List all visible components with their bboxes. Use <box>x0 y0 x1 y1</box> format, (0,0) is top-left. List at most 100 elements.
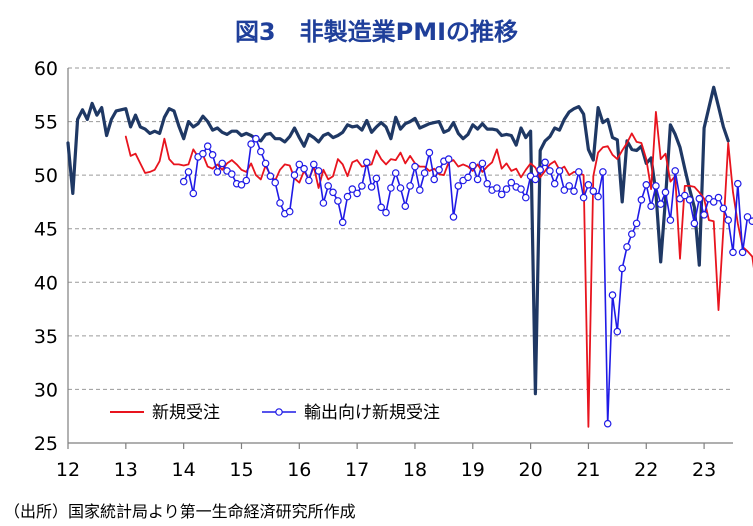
data-point <box>285 207 294 216</box>
y-tick-label: 60 <box>34 58 58 80</box>
data-point <box>444 155 453 163</box>
data-point <box>199 149 207 158</box>
data-point <box>642 181 651 189</box>
x-tick-label: 18 <box>403 459 427 481</box>
data-point <box>208 151 217 159</box>
legend-marker <box>275 408 283 416</box>
data-point <box>502 185 511 193</box>
data-point <box>603 419 612 428</box>
data-point <box>213 168 222 176</box>
data-point <box>546 167 554 175</box>
data-point <box>391 169 400 177</box>
y-tick-label: 55 <box>34 112 58 134</box>
data-point <box>420 169 429 177</box>
data-point <box>362 158 371 167</box>
data-point <box>295 160 304 169</box>
data-point <box>497 190 506 199</box>
axes: 60 55 50 45 40 35 30 25 12 13 14 15 16 17 18 19 20 21 22 23 <box>34 58 733 481</box>
data-point <box>449 213 458 221</box>
x-tick-label: 12 <box>56 459 80 481</box>
data-point <box>324 182 333 190</box>
data-point <box>738 248 747 257</box>
x-tick-label: 13 <box>114 459 138 481</box>
y-tick-label: 45 <box>34 219 58 241</box>
data-point <box>656 200 665 208</box>
y-tick-label: 30 <box>34 379 58 401</box>
data-point <box>724 216 733 224</box>
data-point <box>247 140 255 148</box>
data-point <box>314 167 323 175</box>
data-point <box>473 175 482 184</box>
data-point <box>570 187 578 196</box>
data-point <box>661 188 670 197</box>
data-point <box>334 197 342 205</box>
data-point <box>618 264 627 273</box>
data-point <box>589 187 598 196</box>
data-point <box>252 134 260 143</box>
data-point <box>608 291 617 299</box>
data-point <box>401 202 410 211</box>
data-point <box>627 230 636 238</box>
data-point <box>353 189 361 198</box>
data-point <box>637 196 646 204</box>
data-point <box>338 218 347 227</box>
data-point <box>743 213 752 221</box>
series-line-1 <box>124 111 753 428</box>
data-point <box>425 148 434 157</box>
data-point <box>623 243 631 251</box>
data-point <box>729 248 737 257</box>
data-point <box>550 179 559 188</box>
data-point <box>584 181 593 189</box>
data-point <box>367 183 376 191</box>
data-point <box>541 158 549 167</box>
x-tick-label: 22 <box>634 459 658 481</box>
y-tick-label: 35 <box>34 326 58 348</box>
x-tick-label: 16 <box>287 459 311 481</box>
data-point <box>266 172 275 181</box>
data-point <box>358 182 366 190</box>
data-point <box>536 166 545 174</box>
data-point <box>565 182 574 190</box>
data-point <box>531 175 540 184</box>
data-point <box>256 147 265 156</box>
data-point <box>309 160 318 169</box>
series-line-0 <box>66 85 730 396</box>
x-tick-label: 17 <box>345 459 369 481</box>
data-point <box>387 184 395 192</box>
data-point <box>454 182 463 190</box>
x-tick-label: 14 <box>172 459 196 481</box>
data-point <box>521 193 530 202</box>
data-point <box>632 219 641 228</box>
data-point <box>435 166 443 174</box>
data-point <box>719 204 728 213</box>
legend-label: 輸出向け新規受注 <box>304 403 440 423</box>
data-point <box>517 185 525 193</box>
data-point <box>372 174 381 183</box>
legend-label: 新規受注 <box>152 403 220 423</box>
data-point <box>290 171 299 179</box>
data-point <box>464 173 472 182</box>
data-point <box>377 203 386 212</box>
data-point <box>748 217 753 225</box>
x-tick-label: 15 <box>229 459 253 481</box>
data-point <box>271 178 280 187</box>
data-point <box>555 167 564 175</box>
data-point <box>348 185 357 193</box>
data-point <box>680 191 689 200</box>
data-point <box>493 184 501 192</box>
data-point <box>714 193 723 202</box>
data-point <box>406 182 414 190</box>
data-point <box>709 198 718 206</box>
x-tick-label: 21 <box>576 459 600 481</box>
series-group <box>66 85 753 428</box>
data-point <box>300 164 308 173</box>
data-point <box>613 327 622 336</box>
legend: 新規受注 輸出向け新規受注 <box>110 403 440 423</box>
data-point <box>652 182 660 190</box>
data-point <box>574 168 583 176</box>
source-note: （出所）国家統計局より第一生命経済研究所作成 <box>4 502 356 521</box>
x-tick-label: 19 <box>461 459 485 481</box>
data-point <box>700 211 708 219</box>
data-point <box>203 142 212 151</box>
